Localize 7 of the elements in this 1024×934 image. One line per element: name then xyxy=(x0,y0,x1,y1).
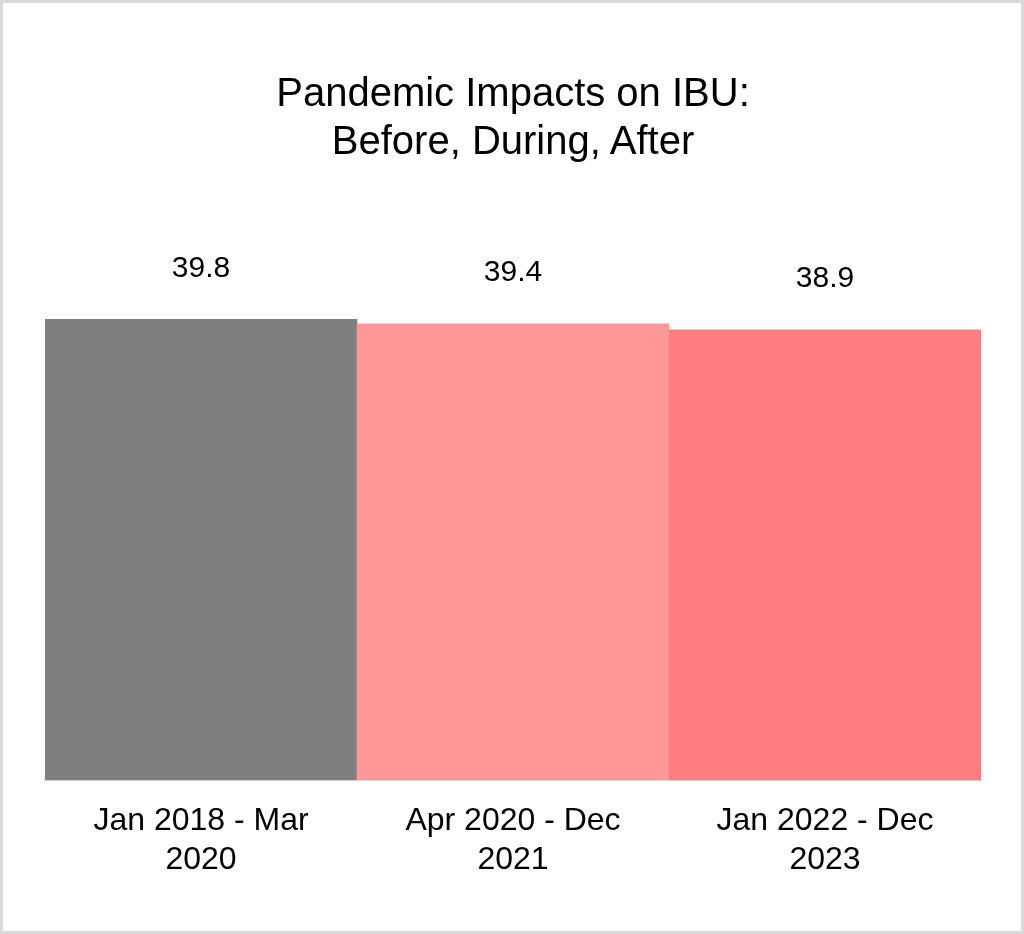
data-label: 39.8 xyxy=(171,249,231,283)
x-tick-label: Jan 2018 - Mar 2020 xyxy=(93,801,309,876)
chart-title: Pandemic Impacts on IBU: Before, During, After xyxy=(276,70,750,163)
x-tick-label: Jan 2022 - Dec 2023 xyxy=(716,801,934,876)
data-label: 39.4 xyxy=(483,254,543,288)
x-tick-label: Apr 2020 - Dec 2021 xyxy=(405,801,621,876)
data-label: 38.9 xyxy=(795,260,855,293)
